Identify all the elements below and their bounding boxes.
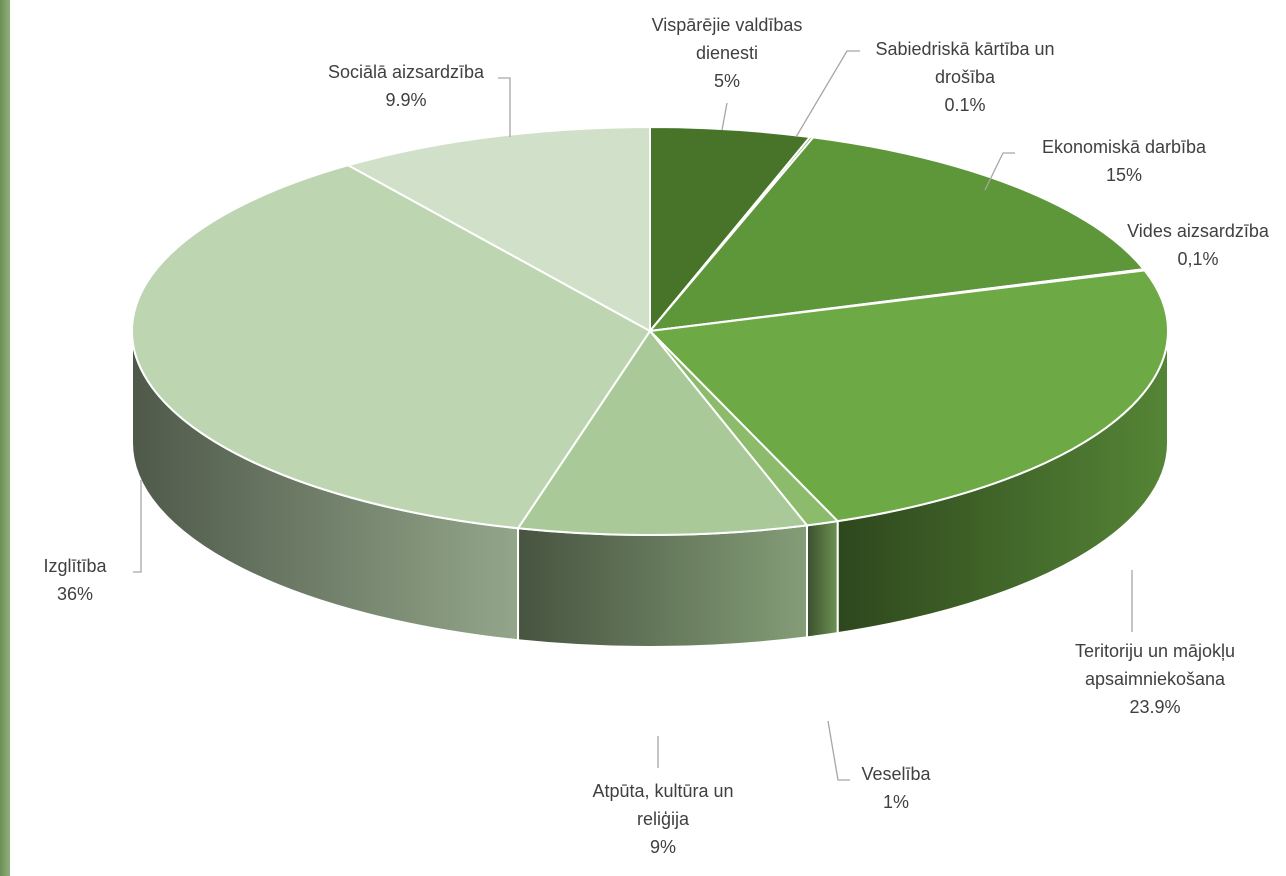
data-label-4: Teritoriju un mājokļu apsaimniekošana 23.9… bbox=[1075, 641, 1235, 717]
leader-line-5 bbox=[827, 720, 850, 781]
pie-slice-0 bbox=[649, 125, 812, 334]
leader-line-0 bbox=[721, 102, 728, 131]
leader-lines bbox=[133, 50, 1133, 781]
data-label-7: Izglītība 36% bbox=[43, 556, 107, 604]
pie-slice-4 bbox=[647, 269, 1169, 523]
leader-line-1 bbox=[795, 50, 860, 138]
data-label-8: Sociālā aizsardzība 9.9% bbox=[328, 62, 485, 110]
pie-side-5 bbox=[805, 519, 839, 639]
data-label-1: Sabiedriskā kārtība un drošība 0.1% bbox=[875, 39, 1054, 115]
leader-line-7 bbox=[133, 480, 142, 573]
left-border-decoration bbox=[0, 0, 10, 876]
data-label-2: Ekonomiskā darbība 15% bbox=[1042, 137, 1207, 185]
leader-line-2 bbox=[984, 152, 1015, 191]
pie-slice-2 bbox=[647, 136, 1146, 333]
pie-side-6 bbox=[517, 524, 808, 648]
pie-slice-8 bbox=[345, 125, 651, 333]
pie-sides bbox=[131, 330, 1169, 648]
pie-slice-7 bbox=[131, 164, 652, 530]
pie-slices bbox=[131, 125, 1169, 536]
data-label-6: Atpūta, kultūra un reliģija 9% bbox=[592, 781, 733, 857]
pie-slice-6 bbox=[516, 329, 809, 536]
data-label-5: Veselība 1% bbox=[861, 764, 931, 812]
leader-line-8 bbox=[498, 77, 511, 137]
data-labels: Vispārējie valdības dienesti 5% Sabiedriskā… bbox=[43, 15, 1269, 857]
data-label-0: Vispārējie valdības dienesti 5% bbox=[652, 15, 803, 91]
data-label-3: Vides aizsardzība 0,1% bbox=[1127, 221, 1270, 269]
